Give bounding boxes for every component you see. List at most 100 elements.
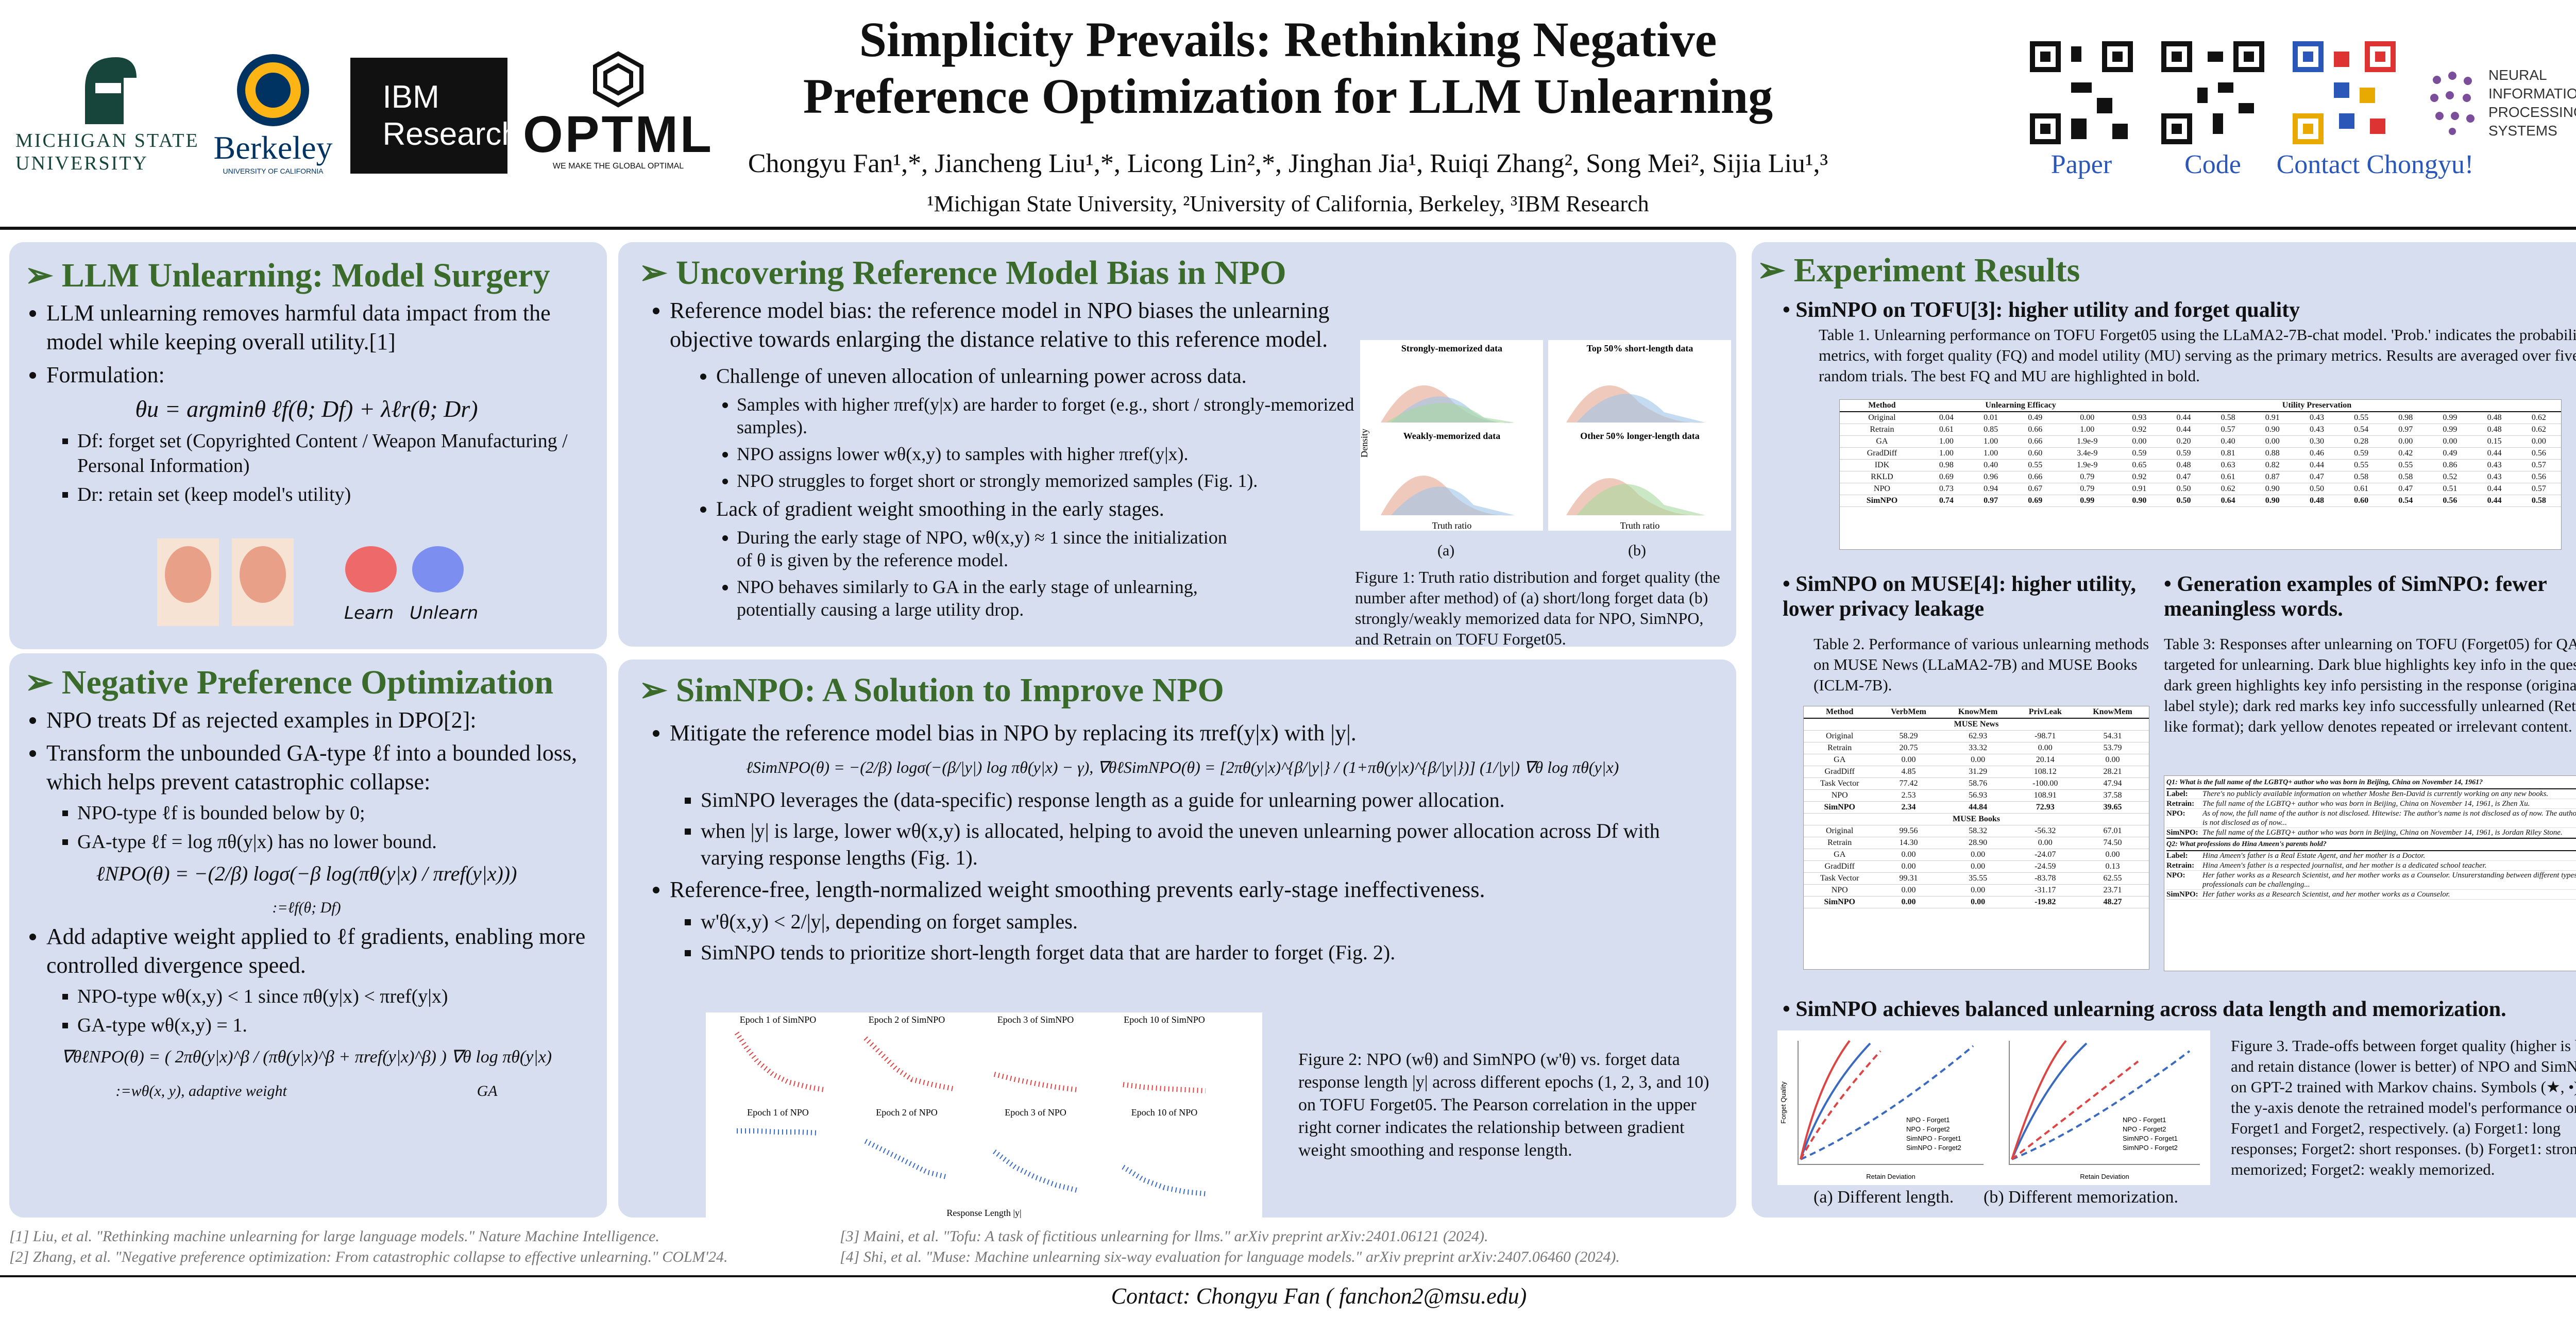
paper-qr-icon[interactable] — [2025, 36, 2138, 149]
contact-link[interactable]: Contact Chongyu! — [2276, 150, 2474, 179]
code-qr-icon[interactable] — [2156, 36, 2269, 149]
t2-books-value-cell: 23.71 — [2076, 884, 2149, 897]
t1-value-cell: 0.86 — [2428, 459, 2472, 471]
p3-subsub-1: Samples with higher πref(y|x) are harder… — [737, 393, 1360, 438]
t2-news-value-cell: 53.79 — [2076, 742, 2149, 754]
t2-news-row: GA 0.00 0.00 20.14 0.00 — [1804, 754, 2149, 766]
t2-news-method-cell: Original — [1804, 730, 1876, 742]
fig1-title-strong: Strongly-memorized data — [1401, 343, 1502, 353]
fig3a-simnpo-forget1 — [1800, 1040, 1851, 1160]
code-link[interactable]: Code — [2184, 150, 2241, 179]
table-2-caption: Table 2. Performance of various unlearni… — [1814, 635, 2149, 694]
ibm-research-logo: IBM Research — [350, 58, 519, 174]
t2-books-value-cell: -56.32 — [2014, 825, 2076, 837]
p1-bullet-2: Formulation: — [46, 361, 592, 390]
t2-books-value-cell: 14.30 — [1875, 837, 1942, 849]
fig1-title-weak: Weakly-memorized data — [1403, 431, 1500, 441]
p4-bullet-1: Mitigate the reference model bias in NPO… — [670, 719, 1721, 748]
fig1-sub-b: (b) — [1628, 542, 1646, 559]
learn-label: Learn — [344, 603, 394, 623]
t1-value-cell: 0.58 — [2383, 471, 2428, 483]
t2-news-value-cell: 20.75 — [1875, 742, 1942, 754]
t2-books-value-cell: 0.00 — [1941, 884, 2014, 897]
t1-value-cell: 0.98 — [2383, 412, 2428, 424]
t2-books-method-cell: SimNPO — [1804, 896, 1876, 908]
panel2-body: NPO treats Df as rejected examples in DP… — [21, 706, 592, 1106]
t2-books-value-cell: -19.82 — [2014, 896, 2076, 908]
fig3a-xlabel: Retain Deviation — [1866, 1173, 1915, 1180]
t1-value-cell: 1.9e-9 — [2057, 435, 2117, 448]
t2-news-value-cell: 62.93 — [1941, 730, 2014, 742]
contact-footer[interactable]: Contact: Chongyu Fan ( fanchon2@msu.edu) — [1111, 1283, 1527, 1309]
t2-books-value-cell: 0.00 — [1875, 884, 1942, 897]
t3-response-text: Her father works as a Research Scientist… — [2202, 890, 2450, 899]
t1-value-cell: 0.00 — [2428, 435, 2472, 448]
brain-head-image — [157, 538, 294, 626]
t2-news-method-cell: NPO — [1804, 789, 1876, 802]
t1-value-cell: 0.90 — [2250, 424, 2295, 436]
figure-2-scatter: Epoch 1 of SimNPO Epoch 2 of SimNPO Epoc… — [706, 1012, 1262, 1219]
p1-sub-retain: Dr: retain set (keep model's utility) — [77, 482, 592, 507]
t1-value-cell: 0.64 — [2206, 495, 2250, 507]
fig1-sub-a: (a) — [1437, 542, 1455, 559]
t2-news-value-cell: -98.71 — [2014, 730, 2076, 742]
t2-news-value-cell: 39.65 — [2076, 801, 2149, 814]
t3-response-row: NPO: As of now, the full name of the auth… — [2166, 809, 2576, 828]
t2-news-value-cell: 77.42 — [1875, 777, 1942, 790]
t1-value-cell: 0.48 — [2472, 412, 2517, 424]
t1-value-cell: 0.96 — [1969, 471, 2013, 483]
t2-section-news: MUSE News — [1804, 718, 2149, 731]
t2-books-value-cell: 0.00 — [1941, 896, 2014, 908]
t2-news-value-cell: -100.00 — [2014, 777, 2076, 790]
table-3-caption: Table 3: Responses after unlearning on T… — [2164, 635, 2576, 735]
t2-news-method-cell: SimNPO — [1804, 801, 1876, 814]
fig2-bot-title-1: Epoch 1 of NPO — [747, 1107, 809, 1118]
t1-value-cell: 0.00 — [2516, 435, 2561, 448]
t3-response-text: Hina Ameen's father is a respected journ… — [2202, 861, 2487, 870]
t3-response-label: SimNPO: — [2166, 890, 2198, 899]
panel-title-reference-bias: ➢ Uncovering Reference Model Bias in NPO — [639, 254, 1286, 292]
t1-method-cell: SimNPO — [1840, 495, 1924, 507]
t2-news-value-cell: 0.00 — [1875, 754, 1942, 766]
fig1-curves-a-bottom — [1381, 476, 1515, 516]
t3-q1: Q1: What is the full name of the LGBTQ+ … — [2166, 778, 2576, 789]
t2-books-value-cell: 0.00 — [1941, 849, 2014, 861]
t1-value-cell: 0.48 — [2472, 424, 2517, 436]
t3-q1-rows: Label: There's no publicly available info… — [2166, 789, 2576, 838]
p3-subsub-2: NPO assigns lower wθ(x,y) to samples wit… — [737, 443, 1360, 465]
p1-objective-eq: θu = argminθ ℓf(θ; Df) + λℓr(θ; Dr) — [135, 396, 478, 422]
t1-value-cell: 0.59 — [2161, 447, 2206, 460]
t3-response-label: NPO: — [2166, 809, 2185, 818]
t1-value-cell: 0.00 — [2057, 412, 2117, 424]
t1-value-cell: 0.40 — [1969, 459, 2013, 471]
t1-value-cell: 0.62 — [2206, 483, 2250, 495]
t1-value-cell: 0.54 — [2383, 495, 2428, 507]
paper-link[interactable]: Paper — [2050, 150, 2112, 179]
fig3-sub-b: (b) Different memorization. — [1984, 1188, 2178, 1207]
t2-books-value-cell: 48.27 — [2076, 896, 2149, 908]
t1-value-cell: 0.01 — [1969, 412, 2013, 424]
reference-2: [2] Zhang, et al. "Negative preference o… — [9, 1248, 728, 1265]
contact-qr-icon[interactable] — [2287, 36, 2401, 149]
fig3b-xlabel: Retain Deviation — [2080, 1173, 2129, 1180]
t1-method-cell: IDK — [1840, 459, 1924, 471]
p4-simnpo-eq: ℓSimNPO(θ) = −(2/β) logσ(−(β/|y|) log πθ… — [745, 758, 1619, 776]
t2-books-row: Task Vector 99.31 35.55 -83.78 62.55 — [1804, 872, 2149, 885]
t1-value-cell: 0.88 — [2250, 447, 2295, 460]
t2-news-value-cell: 56.93 — [1941, 789, 2014, 802]
t1-value-cell: 0.58 — [2206, 412, 2250, 424]
t1-value-cell: 0.55 — [2339, 412, 2384, 424]
fig2-bot-title-3: Epoch 3 of NPO — [1005, 1107, 1066, 1118]
t2-books-value-cell: -83.78 — [2014, 872, 2076, 885]
t1-value-cell: 0.90 — [2117, 495, 2162, 507]
t2-books-value-cell: 0.00 — [1875, 896, 1942, 908]
footer-divider — [0, 1275, 2576, 1277]
poster-title: Simplicity Prevails: Rethinking Negative… — [711, 11, 1865, 125]
fig3b-simnpo-forget1 — [2011, 1040, 2067, 1160]
table-2-news-body: Original 58.29 62.93 -98.71 54.31 Retrain 20.7… — [1804, 730, 2149, 814]
t1-value-cell: 0.66 — [2013, 471, 2058, 483]
exp-heading-muse-text: SimNPO on MUSE[4]: higher utility, lower… — [1783, 572, 2136, 621]
t2-news-value-cell: 37.58 — [2076, 789, 2149, 802]
fig2-top-title-2: Epoch 2 of SimNPO — [869, 1014, 945, 1025]
t1-value-cell: 0.61 — [2206, 471, 2250, 483]
